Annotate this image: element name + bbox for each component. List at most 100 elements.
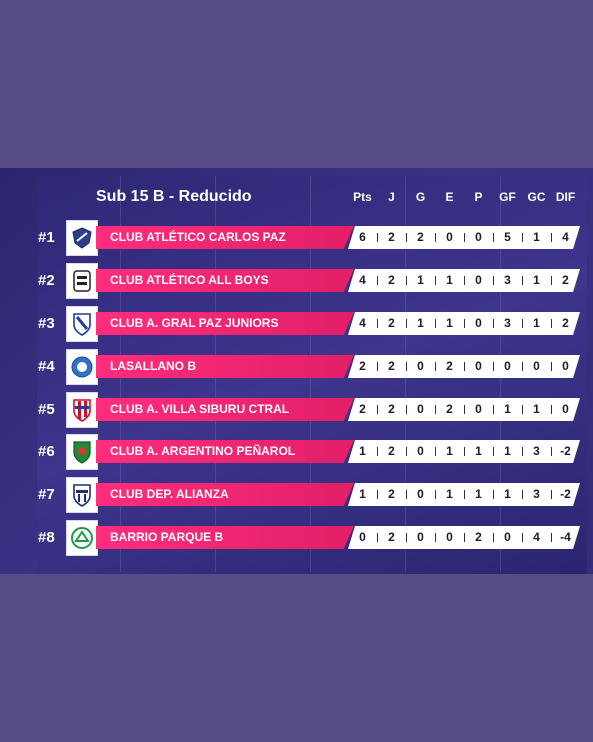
stat-separator (493, 405, 494, 414)
stat-separator (406, 276, 407, 285)
team-name: CLUB DEP. ALIANZA (96, 483, 354, 506)
stat-separator (435, 276, 436, 285)
stat-gf: 0 (504, 530, 511, 544)
stat-pts: 6 (359, 230, 366, 244)
argentino-penarol-crest-icon (66, 434, 98, 470)
stat-separator (435, 490, 436, 499)
stat-dif: 2 (562, 316, 569, 330)
stats-bar: 2 2 0 2 0 1 1 0 (348, 398, 580, 421)
stat-separator (406, 233, 407, 242)
column-header-j: J (388, 190, 395, 204)
column-header-e: E (445, 190, 454, 204)
stat-p: 1 (475, 444, 482, 458)
stat-p: 0 (475, 402, 482, 416)
lasallano-crest-icon (66, 349, 98, 385)
stat-separator (464, 319, 465, 328)
stat-separator (493, 533, 494, 542)
stat-separator (522, 362, 523, 371)
stat-separator (522, 405, 523, 414)
stat-j: 2 (388, 316, 395, 330)
column-header-dif: DIF (555, 190, 576, 204)
stat-separator (493, 362, 494, 371)
stat-gc: 1 (533, 230, 540, 244)
stat-pts: 4 (359, 273, 366, 287)
stat-p: 0 (475, 359, 482, 373)
stat-p: 1 (475, 487, 482, 501)
stat-separator (551, 319, 552, 328)
stats-bar: 1 2 0 1 1 1 3 -2 (348, 440, 580, 463)
stat-g: 0 (417, 487, 424, 501)
rank-label: #6 (38, 443, 55, 460)
stat-e: 0 (446, 530, 453, 544)
stat-separator (493, 490, 494, 499)
villa-siburu-crest-icon (66, 392, 98, 428)
rank-label: #3 (38, 315, 55, 332)
stat-g: 0 (417, 530, 424, 544)
stat-gc: 1 (533, 402, 540, 416)
stat-dif: 0 (562, 402, 569, 416)
stat-e: 1 (446, 316, 453, 330)
stat-gf: 5 (504, 230, 511, 244)
stat-pts: 4 (359, 316, 366, 330)
stat-gc: 1 (533, 273, 540, 287)
stats-bar: 4 2 1 1 0 3 1 2 (348, 269, 580, 292)
stat-e: 1 (446, 487, 453, 501)
stat-gf: 1 (504, 444, 511, 458)
stat-separator (551, 533, 552, 542)
column-header-gc: GC (527, 190, 546, 204)
stat-e: 1 (446, 444, 453, 458)
stat-separator (551, 447, 552, 456)
stat-dif: 4 (562, 230, 569, 244)
stat-separator (551, 490, 552, 499)
table-title: Sub 15 B - Reducido (96, 188, 252, 205)
team-name: CLUB ATLÉTICO ALL BOYS (96, 269, 354, 292)
stat-separator (551, 276, 552, 285)
stat-separator (551, 233, 552, 242)
stat-separator (377, 362, 378, 371)
stat-pts: 1 (359, 487, 366, 501)
stat-separator (551, 362, 552, 371)
rank-label: #5 (38, 401, 55, 418)
stat-p: 0 (475, 316, 482, 330)
stat-separator (464, 233, 465, 242)
stat-separator (377, 319, 378, 328)
column-header-gf: GF (499, 190, 516, 204)
stat-gf: 3 (504, 316, 511, 330)
stat-separator (377, 405, 378, 414)
stat-p: 2 (475, 530, 482, 544)
stat-gc: 3 (533, 444, 540, 458)
stat-g: 2 (417, 230, 424, 244)
stat-separator (406, 362, 407, 371)
stat-j: 2 (388, 273, 395, 287)
team-name: CLUB A. VILLA SIBURU CTRAL (96, 398, 354, 421)
stat-e: 0 (446, 230, 453, 244)
team-name: CLUB A. GRAL PAZ JUNIORS (96, 312, 354, 335)
stat-separator (435, 233, 436, 242)
stat-g: 0 (417, 402, 424, 416)
column-header-g: G (415, 190, 426, 204)
stat-separator (435, 362, 436, 371)
rank-label: #4 (38, 358, 55, 375)
stat-dif: 0 (562, 359, 569, 373)
stat-gc: 0 (533, 359, 540, 373)
stat-separator (435, 405, 436, 414)
stat-separator (435, 447, 436, 456)
stats-bar: 1 2 0 1 1 1 3 -2 (348, 483, 580, 506)
stat-separator (464, 405, 465, 414)
stat-separator (522, 447, 523, 456)
stat-separator (377, 490, 378, 499)
stat-pts: 0 (359, 530, 366, 544)
stats-bar: 0 2 0 0 2 0 4 -4 (348, 526, 580, 549)
all-boys-crest-icon (66, 263, 98, 299)
stat-separator (493, 233, 494, 242)
stat-g: 1 (417, 316, 424, 330)
rank-label: #7 (38, 486, 55, 503)
stat-gc: 3 (533, 487, 540, 501)
stat-separator (377, 447, 378, 456)
stats-bar: 6 2 2 0 0 5 1 4 (348, 226, 580, 249)
stat-separator (493, 276, 494, 285)
gral-paz-juniors-crest-icon (66, 306, 98, 342)
stat-gf: 3 (504, 273, 511, 287)
rank-label: #2 (38, 272, 55, 289)
stat-separator (522, 490, 523, 499)
